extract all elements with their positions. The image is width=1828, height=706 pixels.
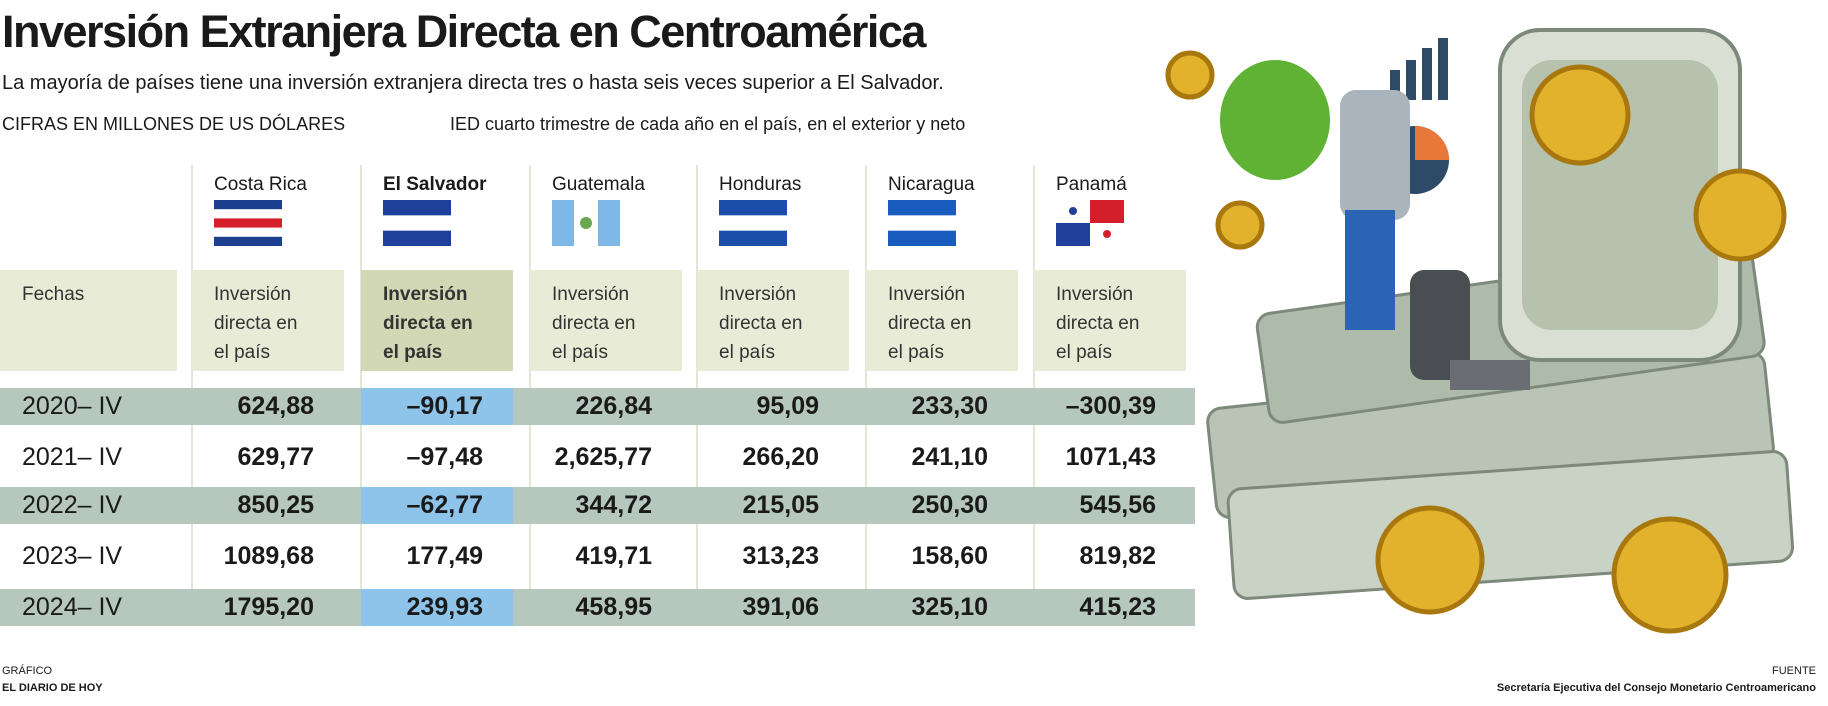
value: 226,84 (575, 392, 652, 420)
flag (214, 200, 282, 246)
subtitle: La mayoría de países tiene una inversión… (2, 72, 944, 94)
flag (719, 200, 787, 246)
value: 419,71 (575, 542, 652, 570)
date: 2021– IV (22, 443, 123, 471)
column-header: Inversión directa en el país (361, 270, 513, 371)
source-label: FUENTE (1772, 665, 1816, 677)
value: 1795,20 (223, 593, 314, 621)
value: 415,23 (1079, 593, 1156, 621)
illustration (1165, 28, 1795, 634)
credit: EL DIARIO DE HOY (2, 682, 103, 694)
date: 2024– IV (22, 593, 123, 621)
flag (383, 200, 451, 246)
flag (1056, 200, 1124, 246)
value: –97,48 (406, 443, 483, 471)
value: 233,30 (911, 392, 988, 420)
value: 1089,68 (223, 542, 314, 570)
column-header: Inversión directa en el país (697, 270, 849, 371)
note: IED cuarto trimestre de cada año en el p… (450, 114, 966, 134)
country-name: Costa Rica (214, 174, 307, 195)
value: 95,09 (756, 392, 819, 420)
value: 250,30 (911, 491, 988, 519)
country-name: El Salvador (383, 174, 487, 195)
column-header: Inversión directa en el país (530, 270, 682, 371)
value: 239,93 (361, 589, 513, 626)
people (1220, 60, 1530, 390)
row-band (0, 589, 1195, 626)
country-name: Panamá (1056, 174, 1127, 195)
row-band (0, 487, 1195, 524)
value: 177,49 (406, 542, 483, 570)
value: 850,25 (237, 491, 314, 519)
value: 391,06 (742, 593, 819, 621)
value: 266,20 (742, 443, 819, 471)
column-header: Inversión directa en el país (1034, 270, 1186, 371)
value: 1071,43 (1065, 443, 1156, 471)
column-header: Inversión directa en el país (866, 270, 1018, 371)
units: CIFRAS EN MILLONES DE US DÓLARES (2, 114, 346, 134)
value: 819,82 (1079, 542, 1156, 570)
value: 629,77 (237, 443, 314, 471)
value: 313,23 (742, 542, 819, 570)
value: 215,05 (742, 491, 819, 519)
value: 624,88 (237, 392, 314, 420)
date: 2022– IV (22, 491, 123, 519)
country-name: Guatemala (552, 174, 645, 195)
row-band (0, 388, 1195, 425)
coins (1165, 50, 1787, 634)
value: –90,17 (361, 388, 513, 425)
date: 2020– IV (22, 392, 123, 420)
country-name: Honduras (719, 174, 802, 195)
value: –300,39 (1065, 392, 1156, 420)
value: 325,10 (911, 593, 988, 621)
value: 458,95 (575, 593, 652, 621)
credit-label: GRÁFICO (2, 665, 53, 677)
value: 545,56 (1079, 491, 1156, 519)
value: –62,77 (361, 487, 513, 524)
date: 2023– IV (22, 542, 123, 570)
title: Inversión Extranjera Directa en Centroam… (2, 6, 926, 57)
row-header: Fechas (0, 270, 177, 371)
value: 344,72 (575, 491, 652, 519)
value: 158,60 (911, 542, 988, 570)
flag (888, 200, 956, 246)
value: 241,10 (911, 443, 988, 471)
country-name: Nicaragua (888, 174, 975, 195)
column-header: Inversión directa en el país (192, 270, 344, 371)
flag (552, 200, 620, 246)
source: Secretaría Ejecutiva del Consejo Monetar… (1496, 682, 1816, 694)
value: 2,625,77 (554, 443, 652, 471)
